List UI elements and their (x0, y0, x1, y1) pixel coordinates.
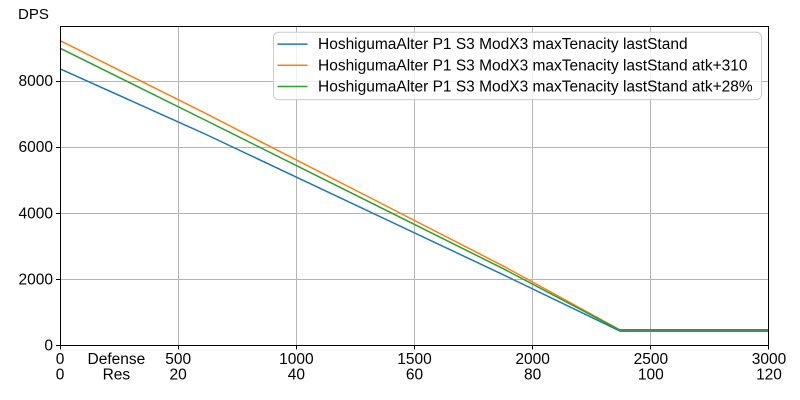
svg-text:Defense: Defense (88, 351, 146, 368)
svg-text:1500: 1500 (397, 351, 432, 368)
svg-text:DPS: DPS (18, 6, 49, 23)
svg-text:2000: 2000 (19, 271, 54, 288)
svg-text:80: 80 (524, 367, 542, 384)
svg-text:6000: 6000 (19, 139, 54, 156)
svg-text:HoshigumaAlter P1 S3 ModX3 max: HoshigumaAlter P1 S3 ModX3 maxTenacity l… (318, 36, 688, 53)
svg-text:0: 0 (56, 367, 65, 384)
svg-text:Res: Res (103, 367, 131, 384)
svg-text:8000: 8000 (19, 73, 54, 90)
svg-text:40: 40 (288, 367, 306, 384)
svg-text:2500: 2500 (634, 351, 669, 368)
svg-text:20: 20 (170, 367, 188, 384)
svg-text:120: 120 (756, 367, 782, 384)
svg-text:0: 0 (44, 338, 53, 355)
svg-text:3000: 3000 (752, 351, 787, 368)
svg-text:HoshigumaAlter P1 S3 ModX3 max: HoshigumaAlter P1 S3 ModX3 maxTenacity l… (318, 57, 748, 74)
svg-text:60: 60 (406, 367, 424, 384)
svg-text:HoshigumaAlter P1 S3 ModX3 max: HoshigumaAlter P1 S3 ModX3 maxTenacity l… (318, 79, 753, 96)
svg-text:1000: 1000 (279, 351, 314, 368)
svg-text:2000: 2000 (515, 351, 550, 368)
svg-text:0: 0 (56, 351, 65, 368)
svg-text:500: 500 (165, 351, 191, 368)
svg-text:100: 100 (638, 367, 664, 384)
svg-text:4000: 4000 (19, 205, 54, 222)
